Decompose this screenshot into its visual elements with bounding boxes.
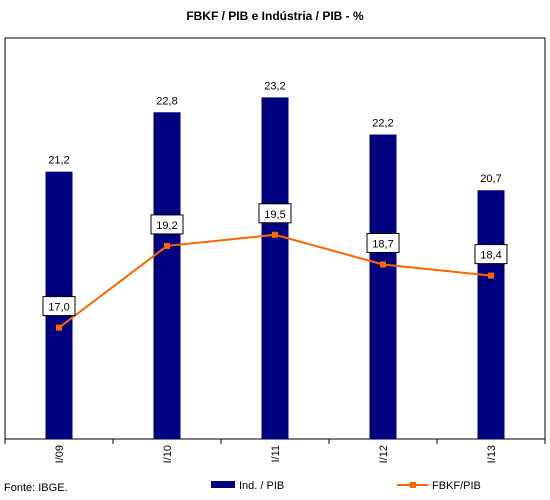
legend-swatch-ind-pib: [211, 481, 235, 488]
x-tick-label: I/13: [486, 445, 498, 463]
line-value-box: [150, 214, 184, 235]
bar-value-label: 23,2: [264, 80, 285, 92]
legend-label-fbkf-pib: FBKF/PIB: [432, 480, 481, 492]
line-value-box: [474, 244, 508, 265]
x-tick-label: I/09: [54, 445, 66, 463]
line-value-label: 18,4: [480, 250, 501, 262]
line-value-label: 19,5: [264, 209, 285, 221]
line-marker: [272, 231, 278, 238]
bar-labels: 21,2 22,8 23,2 22,2 20,7: [48, 80, 501, 185]
line-value-label: 18,7: [372, 238, 393, 250]
bar-ind-pib: [477, 190, 505, 439]
line-series: 17,0 19,2 19,5 18,7 18,4: [42, 203, 508, 331]
bar-value-label: 21,2: [48, 155, 69, 167]
bar-value-label: 22,2: [372, 118, 393, 130]
legend-swatch-fbkf-pib-marker: [410, 482, 416, 488]
legend-label-ind-pib: Ind. / PIB: [239, 480, 284, 492]
line-marker: [56, 324, 62, 331]
line-marker: [380, 261, 386, 268]
source-note: Fonte: IBGE.: [4, 482, 68, 494]
bar-series: [45, 97, 505, 439]
line-value-box: [258, 203, 292, 224]
x-tick-label: I/11: [270, 445, 282, 463]
line-marker: [488, 272, 494, 279]
bar-value-label: 22,8: [156, 95, 177, 107]
line-value-box: [42, 296, 76, 317]
x-tick-label: I/12: [378, 445, 390, 463]
line-value-box: [366, 232, 400, 253]
legend: Ind. / PIB FBKF/PIB: [211, 480, 481, 492]
x-tick-label: I/10: [162, 445, 174, 463]
bar-ind-pib: [153, 112, 181, 439]
bar-ind-pib: [261, 97, 289, 439]
x-axis: I/09 I/10 I/11 I/12 I/13: [4, 439, 546, 463]
line-marker: [164, 242, 170, 249]
chart-title: FBKF / PIB e Indústria / PIB - %: [186, 9, 364, 23]
bar-value-label: 20,7: [480, 173, 501, 185]
bar-ind-pib: [369, 134, 397, 439]
line-value-label: 19,2: [156, 220, 177, 232]
line-value-label: 17,0: [48, 302, 69, 314]
